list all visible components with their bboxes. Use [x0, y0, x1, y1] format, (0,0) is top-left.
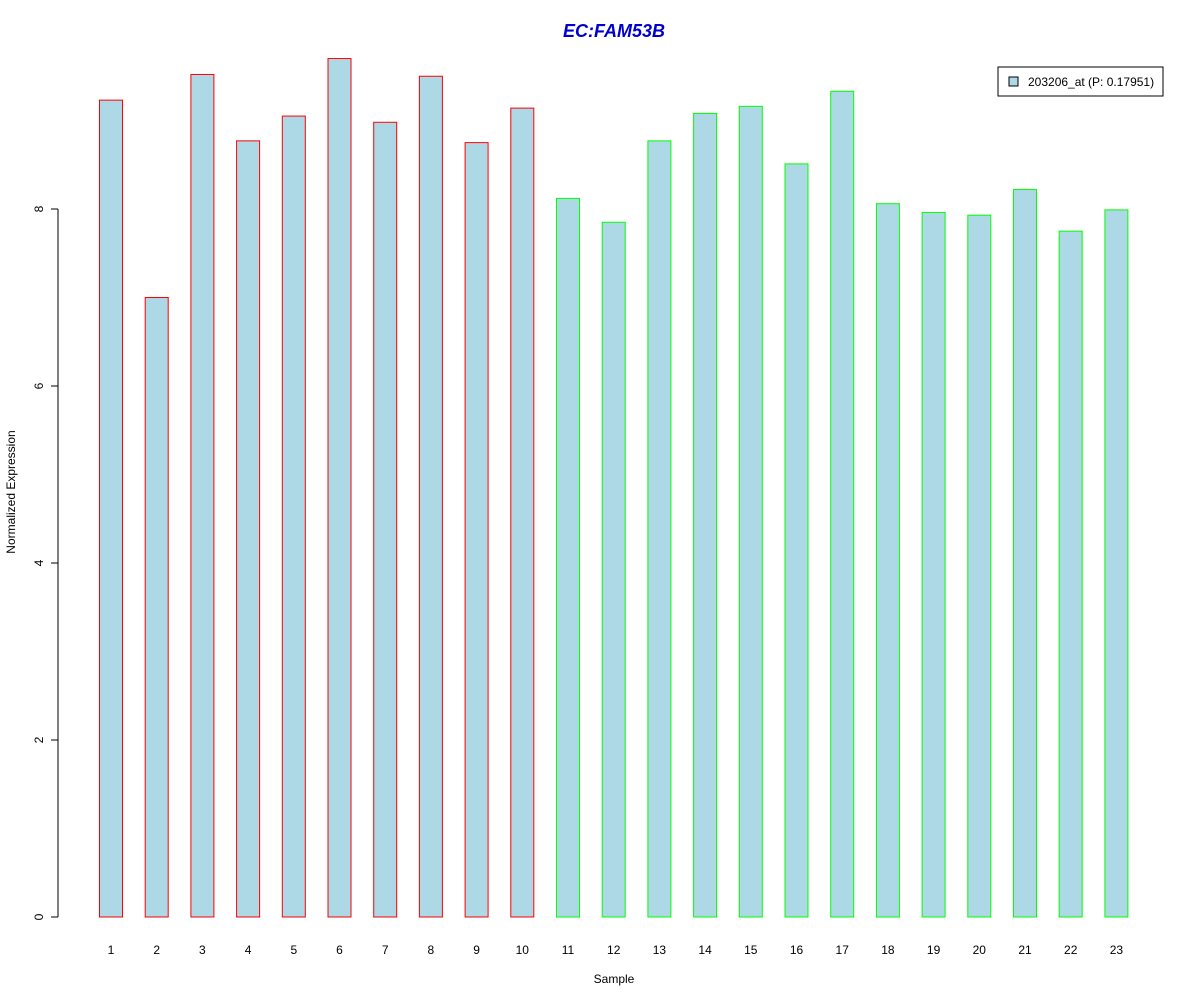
x-tick-label: 8 — [428, 943, 435, 957]
x-tick-label: 4 — [245, 943, 252, 957]
legend: 203206_at (P: 0.17951) — [997, 66, 1164, 97]
bar-sample-14 — [693, 112, 718, 918]
x-tick-label: 14 — [698, 943, 712, 957]
bar-sample-5 — [281, 115, 306, 918]
x-tick-label: 1 — [108, 943, 115, 957]
bar-sample-13 — [647, 140, 672, 918]
bar-sample-9 — [464, 142, 489, 918]
y-tick-label: 0 — [32, 913, 46, 920]
bar-sample-3 — [190, 73, 215, 918]
bar-sample-8 — [418, 75, 443, 918]
x-tick-label: 12 — [607, 943, 621, 957]
x-axis-label: Sample — [594, 972, 635, 986]
bar-sample-20 — [967, 214, 992, 918]
bar-sample-16 — [784, 163, 809, 918]
y-tick-label: 8 — [32, 205, 46, 212]
x-tick-label: 7 — [382, 943, 389, 957]
bar-sample-21 — [1013, 189, 1037, 918]
x-tick-label: 20 — [973, 943, 987, 957]
bar-sample-12 — [601, 221, 626, 918]
y-axis: 0 2 4 6 8 — [32, 205, 59, 920]
x-tick-label: 9 — [473, 943, 480, 957]
x-tick-label: 17 — [836, 943, 850, 957]
bar-sample-10 — [510, 107, 535, 918]
chart-title: EC:FAM53B — [563, 21, 665, 41]
x-tick-label: 2 — [153, 943, 160, 957]
x-tick-label: 19 — [927, 943, 941, 957]
y-tick-label: 2 — [32, 736, 46, 743]
legend-box — [997, 66, 1164, 97]
x-tick-label: 15 — [744, 943, 758, 957]
bar-sample-23 — [1104, 209, 1129, 918]
bar-sample-11 — [556, 197, 580, 918]
x-tick-label: 6 — [336, 943, 343, 957]
x-tick-label: 16 — [790, 943, 804, 957]
x-tick-label: 3 — [199, 943, 206, 957]
x-tick-label: 5 — [290, 943, 297, 957]
bar-sample-1 — [99, 99, 123, 918]
y-axis-label: Normalized Expression — [4, 430, 18, 553]
bar-sample-17 — [830, 90, 855, 918]
bar-sample-2 — [144, 297, 169, 918]
x-tick-label: 23 — [1110, 943, 1124, 957]
bar-sample-19 — [921, 212, 946, 918]
y-tick-label: 4 — [32, 559, 46, 566]
bar-sample-4 — [236, 140, 261, 918]
y-tick-label: 6 — [32, 382, 46, 389]
x-tick-label: 13 — [653, 943, 667, 957]
bar-sample-18 — [875, 203, 900, 918]
legend-swatch — [1008, 76, 1019, 87]
bar-sample-7 — [373, 121, 398, 918]
x-tick-label: 11 — [562, 943, 575, 957]
x-tick-labels: 1 2 3 4 5 6 7 8 9 10 11 12 13 14 15 16 17 18 19 20 21 22 23 — [108, 943, 1124, 957]
legend-label: 203206_at (P: 0.17951) — [1028, 75, 1154, 89]
x-tick-label: 18 — [881, 943, 895, 957]
x-tick-label: 10 — [516, 943, 530, 957]
x-tick-label: 21 — [1018, 943, 1032, 957]
bars — [99, 58, 1129, 918]
bar-sample-6 — [327, 58, 352, 918]
bar-sample-22 — [1058, 230, 1083, 918]
bar-sample-15 — [738, 105, 763, 918]
x-tick-label: 22 — [1064, 943, 1078, 957]
